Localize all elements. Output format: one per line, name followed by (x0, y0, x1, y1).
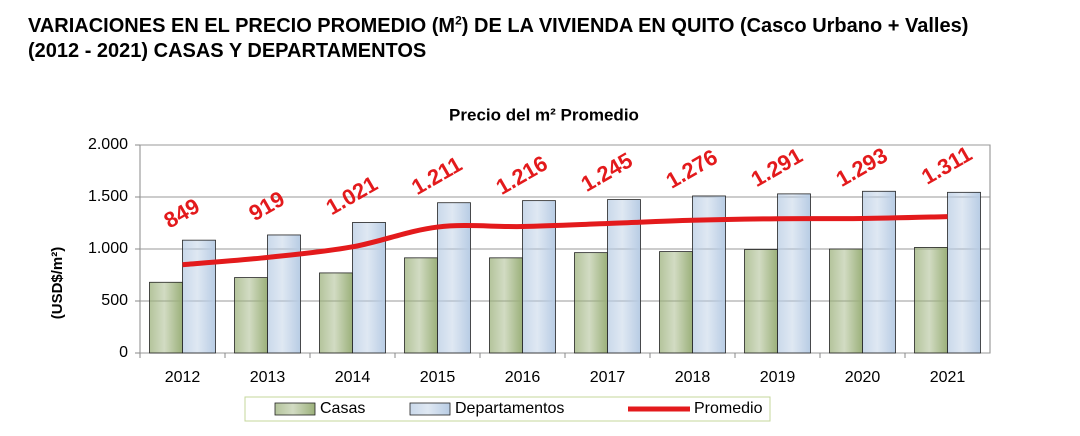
x-tick-label: 2014 (335, 369, 371, 386)
y-tick-label: 500 (101, 292, 128, 309)
x-tick-label: 2016 (505, 369, 541, 386)
bar (319, 272, 353, 354)
bar (149, 281, 183, 354)
y-tick-label: 0 (119, 344, 128, 361)
legend-swatch (409, 402, 451, 416)
x-tick-label: 2017 (590, 369, 626, 386)
x-tick-label: 2020 (845, 369, 881, 386)
bar (182, 239, 216, 354)
legend-label: Casas (320, 400, 365, 417)
x-tick-label: 2019 (760, 369, 796, 386)
y-tick-label: 1.500 (88, 188, 128, 205)
chart-title: VARIACIONES EN EL PRECIO PROMEDIO (M2) D… (28, 14, 1018, 64)
x-tick-label: 2013 (250, 369, 286, 386)
legend-label: Promedio (694, 400, 763, 417)
x-tick-label: 2012 (165, 369, 201, 386)
x-tick-label: 2015 (420, 369, 456, 386)
bar (947, 191, 981, 354)
bar (574, 252, 608, 354)
x-tick-label: 2021 (930, 369, 966, 386)
x-tick-label: 2018 (675, 369, 711, 386)
y-tick-label: 1.000 (88, 240, 128, 257)
bar (914, 247, 948, 354)
bar (489, 257, 523, 354)
y-tick-label: 2.000 (88, 136, 128, 153)
bar (829, 248, 863, 354)
title-part: VARIACIONES EN EL PRECIO PROMEDIO (M (28, 15, 456, 37)
y-axis-label: (USD$/m²) (49, 247, 66, 320)
bar (744, 249, 778, 354)
title-superscript: 2 (455, 13, 462, 28)
legend-label: Departamentos (455, 400, 564, 417)
legend-swatch (274, 402, 316, 416)
chart-subtitle: Precio del m² Promedio (449, 105, 639, 124)
line (182, 214, 948, 268)
bar (404, 257, 438, 354)
title-part: ) DE LA VIVIENDA EN QUITO (Casco Urbano … (28, 15, 969, 62)
bar (234, 277, 268, 354)
bar (659, 251, 693, 354)
